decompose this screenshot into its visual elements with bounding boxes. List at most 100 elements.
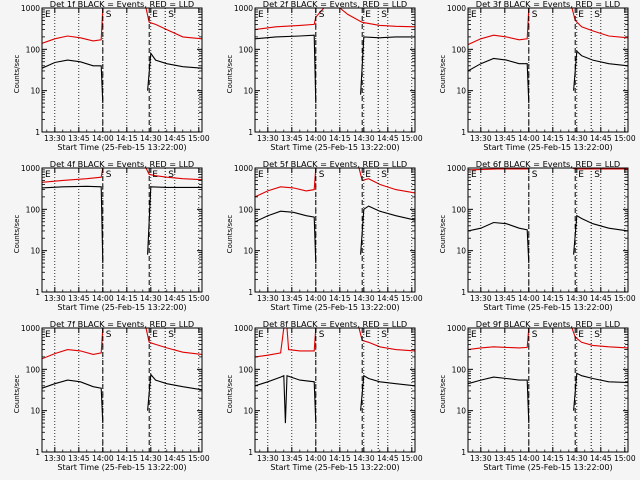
x-axis-label: Start Time (25-Feb-15 13:22:00) [57,303,186,312]
y-tick-label: 1 [461,128,466,137]
x-tick-label: 13:45 [281,134,303,143]
x-tick-label: 13:30 [257,294,279,303]
y-tick-label: 1 [35,448,40,457]
x-tick-label: 13:30 [257,134,279,143]
x-tick-label: 14:15 [329,454,351,463]
series-group [42,168,202,264]
series-line [255,328,415,358]
x-tick-label: 14:45 [590,294,612,303]
y-tick-label: 10 [456,87,466,96]
x-tick-label: 13:45 [281,454,303,463]
marker-label: S [319,10,325,20]
x-tick-label: 13:45 [494,134,516,143]
y-tick-label: 10 [30,407,40,416]
plot-frame [467,327,629,453]
x-tick-label: 14:00 [518,134,540,143]
series-group [42,8,202,104]
x-tick-label: 15:00 [401,294,423,303]
x-tick-label: 14:15 [542,454,564,463]
x-tick-label: 14:30 [353,134,375,143]
marker-label: S [532,170,538,180]
plot-frame [467,167,629,293]
x-tick-label: 14:45 [590,134,612,143]
series-line [255,205,415,264]
marker-label: S [532,10,538,20]
x-tick-label: 14:00 [305,454,327,463]
marker-label: S [319,330,325,340]
x-tick-label: 15:00 [188,294,210,303]
panel-title: Det 5f BLACK = Events, RED = LLD [263,159,407,169]
panel-title: Det 6f BLACK = Events, RED = LLD [476,159,620,169]
x-tick-label: 13:30 [470,454,492,463]
series-group [468,168,628,264]
x-axis-label: Start Time (25-Feb-15 13:22:00) [483,143,612,152]
marker-label: E [365,10,371,20]
series-line [42,373,202,424]
series-line [255,374,415,424]
x-axis-label: Start Time (25-Feb-15 13:22:00) [270,463,399,472]
y-tick-label: 1 [248,448,253,457]
x-tick-label: 15:00 [401,454,423,463]
x-tick-label: 14:15 [116,294,138,303]
y-axis-label: Counts/sec [439,215,447,254]
x-tick-label: 14:45 [377,294,399,303]
series-line [42,168,202,183]
y-tick-label: 100 [26,205,41,214]
x-tick-label: 14:45 [164,454,186,463]
series-line [42,8,202,44]
x-tick-label: 14:15 [116,454,138,463]
x-tick-label: 13:45 [68,454,90,463]
y-tick-label: 10 [243,247,253,256]
series-group [468,328,628,424]
marker-label: E [45,170,51,180]
x-tick-label: 14:30 [566,454,588,463]
x-tick-label: 13:45 [68,294,90,303]
y-tick-label: 1 [461,288,466,297]
marker-label: E [578,330,584,340]
y-tick-label: 1000 [234,4,253,13]
marker-label: S [381,10,387,20]
x-tick-label: 15:00 [614,134,636,143]
marker-label: S [168,10,174,20]
x-tick-label: 14:45 [377,454,399,463]
marker-label: S [106,330,112,340]
plot-frame [254,327,416,453]
x-tick-label: 14:45 [164,294,186,303]
series-group [42,328,202,424]
plot-frame [41,7,203,133]
plot-frame [41,327,203,453]
panel-title: Det 9f BLACK = Events, RED = LLD [476,319,620,329]
y-tick-label: 1000 [234,164,253,173]
series-line [468,168,628,171]
x-tick-label: 14:00 [518,454,540,463]
y-axis-label: Counts/sec [13,55,21,94]
y-tick-label: 1 [35,288,40,297]
marker-label: E [471,330,477,340]
x-tick-label: 14:45 [164,134,186,143]
panel-title: Det 7f BLACK = Events, RED = LLD [50,319,194,329]
marker-label: E [45,330,51,340]
marker-label: E [578,10,584,20]
series-group [255,328,415,424]
x-tick-label: 13:45 [68,134,90,143]
series-line [468,372,628,424]
y-tick-label: 1000 [447,4,466,13]
x-axis-label: Start Time (25-Feb-15 13:22:00) [270,303,399,312]
x-tick-label: 13:45 [494,294,516,303]
x-tick-label: 14:15 [542,294,564,303]
series-line [255,34,415,104]
x-tick-label: 14:30 [566,134,588,143]
plot-frame [254,7,416,133]
x-tick-label: 14:00 [518,294,540,303]
x-tick-label: 14:45 [590,454,612,463]
plot-frame [254,167,416,293]
marker-label: S [319,170,325,180]
marker-label: E [258,10,264,20]
x-tick-label: 14:45 [377,134,399,143]
marker-label: E [578,170,584,180]
y-tick-label: 100 [239,45,254,54]
marker-label: S [106,170,112,180]
x-tick-label: 15:00 [614,294,636,303]
